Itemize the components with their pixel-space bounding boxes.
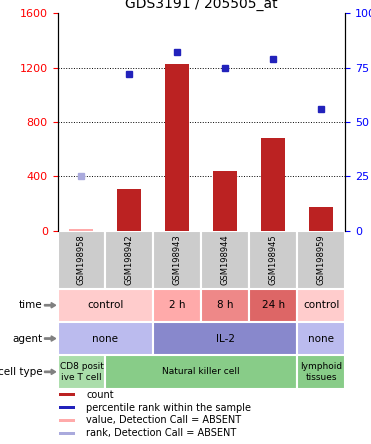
Bar [59,432,75,435]
Text: none: none [92,333,118,344]
Bar [58,231,105,289]
Bar [297,355,345,388]
Bar [249,289,297,322]
Text: GSM198944: GSM198944 [221,234,230,285]
Bar [165,63,189,231]
Text: Natural killer cell: Natural killer cell [162,367,240,377]
Text: 2 h: 2 h [169,300,186,310]
Text: agent: agent [13,333,43,344]
Bar [59,419,75,422]
Text: GSM198959: GSM198959 [316,234,326,285]
Bar [58,289,153,322]
Text: GSM198958: GSM198958 [77,234,86,285]
Text: percentile rank within the sample: percentile rank within the sample [86,403,251,412]
Bar [261,139,285,231]
Bar [58,322,153,355]
Bar [153,231,201,289]
Text: control: control [87,300,124,310]
Bar [213,171,237,231]
Bar [59,393,75,396]
Text: none: none [308,333,334,344]
Bar [153,322,297,355]
Bar [58,355,105,388]
Text: IL-2: IL-2 [216,333,235,344]
Bar [297,231,345,289]
Text: time: time [19,300,43,310]
Bar [297,322,345,355]
Bar [69,229,93,231]
Bar [117,189,141,231]
Text: GSM198945: GSM198945 [269,234,278,285]
Bar [59,406,75,409]
Text: GSM198943: GSM198943 [173,234,182,285]
Text: lymphoid
tissues: lymphoid tissues [300,362,342,381]
Bar [201,289,249,322]
Text: cell type: cell type [0,367,43,377]
Text: rank, Detection Call = ABSENT: rank, Detection Call = ABSENT [86,428,236,438]
Text: 8 h: 8 h [217,300,233,310]
Bar [201,231,249,289]
Bar [105,231,153,289]
Bar [309,207,333,231]
Text: CD8 posit
ive T cell: CD8 posit ive T cell [59,362,104,381]
Title: GDS3191 / 205505_at: GDS3191 / 205505_at [125,0,278,11]
Bar [105,355,297,388]
Text: GSM198942: GSM198942 [125,234,134,285]
Bar [297,289,345,322]
Text: control: control [303,300,339,310]
Bar [249,231,297,289]
Bar [153,289,201,322]
Text: count: count [86,390,114,400]
Text: 24 h: 24 h [262,300,285,310]
Text: value, Detection Call = ABSENT: value, Detection Call = ABSENT [86,416,241,425]
